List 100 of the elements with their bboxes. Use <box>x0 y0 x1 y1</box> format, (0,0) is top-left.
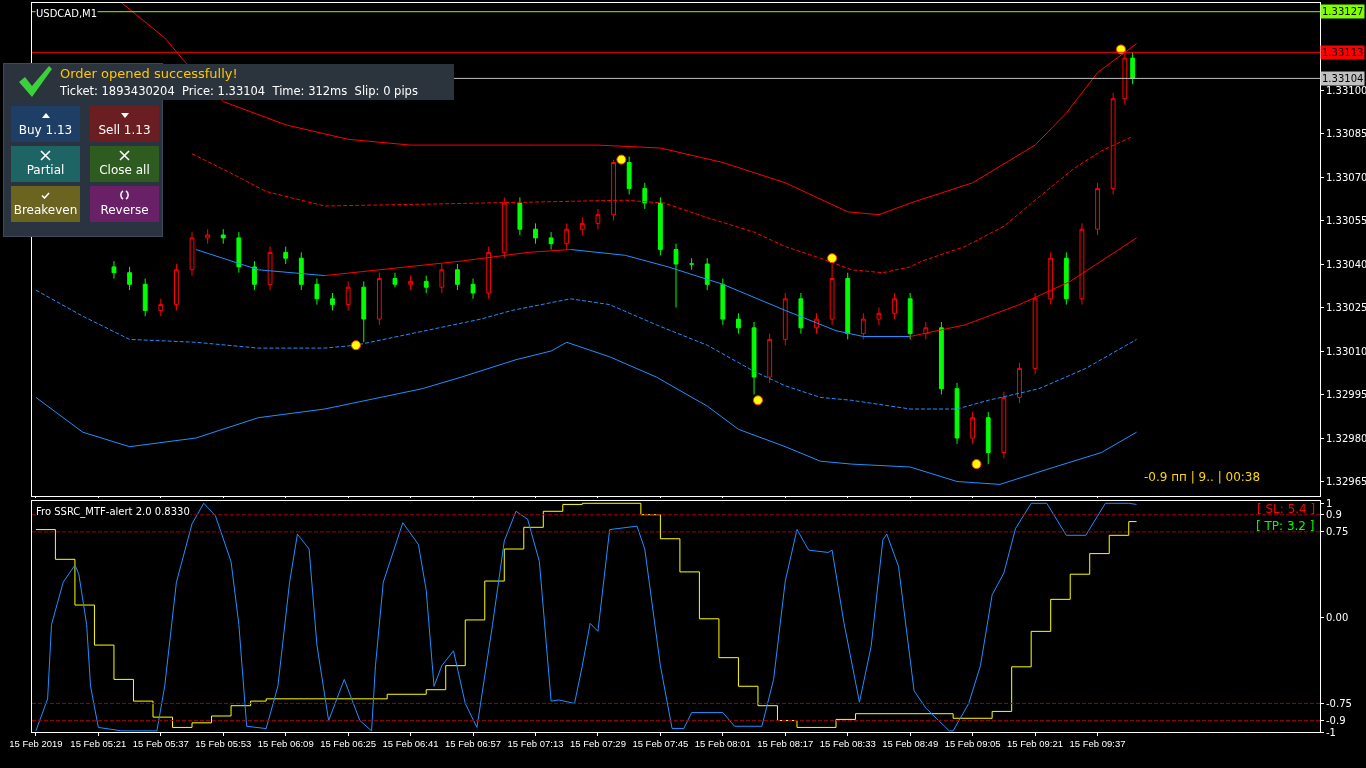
candlestick <box>392 272 398 288</box>
candlestick <box>455 263 460 291</box>
candlestick <box>376 272 382 326</box>
y-tick-label: 1 <box>1326 497 1333 509</box>
candlestick <box>954 382 960 445</box>
x-tick-label: 15 Feb 08:33 <box>819 738 876 750</box>
y-tick-label: 1.33025 <box>1326 302 1366 313</box>
candlestick <box>673 243 679 308</box>
y-tick-label: 1.33040 <box>1326 258 1366 270</box>
y-tick-label: 1.33070 <box>1326 171 1366 183</box>
y-tick-label: 1.32995 <box>1326 389 1366 400</box>
y-tick-label: 1.33100 <box>1326 84 1366 96</box>
candlestick <box>174 263 179 311</box>
y-tick-label: 1.33010 <box>1326 345 1366 357</box>
candlestick <box>657 196 663 256</box>
candlestick <box>470 278 476 300</box>
candlestick <box>689 257 695 271</box>
candlestick <box>345 280 351 311</box>
point <box>350 340 361 351</box>
point <box>971 459 982 470</box>
x-tick-label: 15 Feb 06:57 <box>445 738 502 750</box>
candlestick <box>860 312 866 340</box>
candlestick <box>189 231 195 277</box>
y-tick-label: 0.9 <box>1326 509 1342 521</box>
ref-line-label: 1.33127 <box>1322 6 1364 17</box>
point <box>752 395 763 406</box>
candlestick <box>330 292 335 311</box>
candlestick <box>704 257 710 291</box>
x-tick-label: 15 Feb 09:21 <box>1007 738 1064 750</box>
candlestick <box>1095 182 1100 236</box>
annotation: Reverse <box>99 203 150 217</box>
candlestick <box>127 266 132 291</box>
candlestick <box>970 411 976 445</box>
annotation: Order opened successfully! <box>60 66 238 81</box>
candlestick <box>1017 362 1022 404</box>
candlestick <box>938 321 944 395</box>
y-tick-label: 1.33055 <box>1326 215 1366 226</box>
candlestick <box>298 251 304 291</box>
candlestick <box>798 292 804 335</box>
candlestick <box>548 231 554 250</box>
ref-line-label: 1.33113 <box>1322 47 1364 58</box>
annotation: Partial <box>25 163 66 177</box>
x-tick-label: 15 Feb 08:17 <box>757 738 814 750</box>
annotation: Close all <box>98 163 151 177</box>
x-tick-label: 15 Feb 05:21 <box>70 738 127 750</box>
text: USDCAD,M1 <box>36 8 98 19</box>
candlestick <box>892 292 897 320</box>
y-tick-label: 0.75 <box>1326 526 1349 538</box>
ref-line-label: 1.33104 <box>1322 73 1364 84</box>
candlestick <box>408 275 414 291</box>
candlestick <box>283 246 289 265</box>
annotation: Breakeven <box>12 203 79 217</box>
candlestick <box>1130 51 1136 85</box>
x-tick-label: 15 Feb 07:29 <box>569 738 626 750</box>
annotation: Buy 1.13 <box>17 123 74 137</box>
annotation: Sell 1.13 <box>97 123 152 137</box>
annotation: Ticket: 1893430204 Price: 1.33104 Time: 312ms Slip: 0 pips <box>60 84 418 98</box>
y-tick-label: 1.32965 <box>1326 476 1366 487</box>
y-tick-label: -0.9 <box>1326 715 1346 727</box>
candlestick <box>220 228 226 245</box>
candlestick <box>111 260 117 279</box>
candlestick <box>736 312 741 335</box>
text: Fro SSRC_MTF-alert 2.0 0.8330 <box>36 506 190 518</box>
x-tick-label: 15 Feb 06:25 <box>320 738 377 750</box>
candlestick <box>205 228 211 245</box>
annotation: [ SL: 5.4 ] <box>1257 502 1316 516</box>
x-tick-label: 15 Feb 07:45 <box>632 738 689 750</box>
y-tick-label: 1.32980 <box>1326 432 1366 444</box>
candlestick <box>985 411 991 465</box>
point <box>616 154 627 165</box>
candlestick <box>907 292 913 340</box>
y-tick-label: 0.00 <box>1326 612 1349 624</box>
candlestick <box>626 156 632 195</box>
candlestick <box>533 222 538 245</box>
x-tick-label: 15 Feb 08:49 <box>882 738 939 750</box>
candlestick <box>642 182 648 210</box>
candlestick <box>579 217 585 236</box>
line-series <box>35 341 1138 485</box>
point <box>827 253 838 264</box>
y-tick-label: -0.75 <box>1326 697 1352 709</box>
candlestick <box>751 321 757 395</box>
candlestick <box>1063 251 1069 306</box>
candlestick <box>595 208 601 230</box>
candlestick <box>361 280 367 343</box>
x-tick-label: 15 Feb 2019 <box>9 738 63 750</box>
line-series <box>570 249 911 337</box>
notification-banner: Order opened successfully! Ticket: 1893430204 Price: 1.33104 Time: 312ms Slip: 0 pips <box>8 64 454 100</box>
candlestick <box>517 196 523 236</box>
x-tick-label: 15 Feb 08:01 <box>694 738 751 750</box>
candlestick <box>611 159 616 221</box>
line-series <box>35 289 1138 410</box>
candlestick <box>876 307 882 326</box>
x-tick-label: 15 Feb 06:41 <box>382 738 439 750</box>
candlestick <box>252 260 257 291</box>
candlestick <box>1001 391 1007 459</box>
x-tick-label: 15 Feb 06:09 <box>257 738 314 750</box>
candlestick <box>1048 251 1054 306</box>
annotation: [ TP: 3.2 ] <box>1256 519 1315 533</box>
x-tick-label: 15 Feb 09:05 <box>944 738 1001 750</box>
candlestick <box>720 278 726 326</box>
